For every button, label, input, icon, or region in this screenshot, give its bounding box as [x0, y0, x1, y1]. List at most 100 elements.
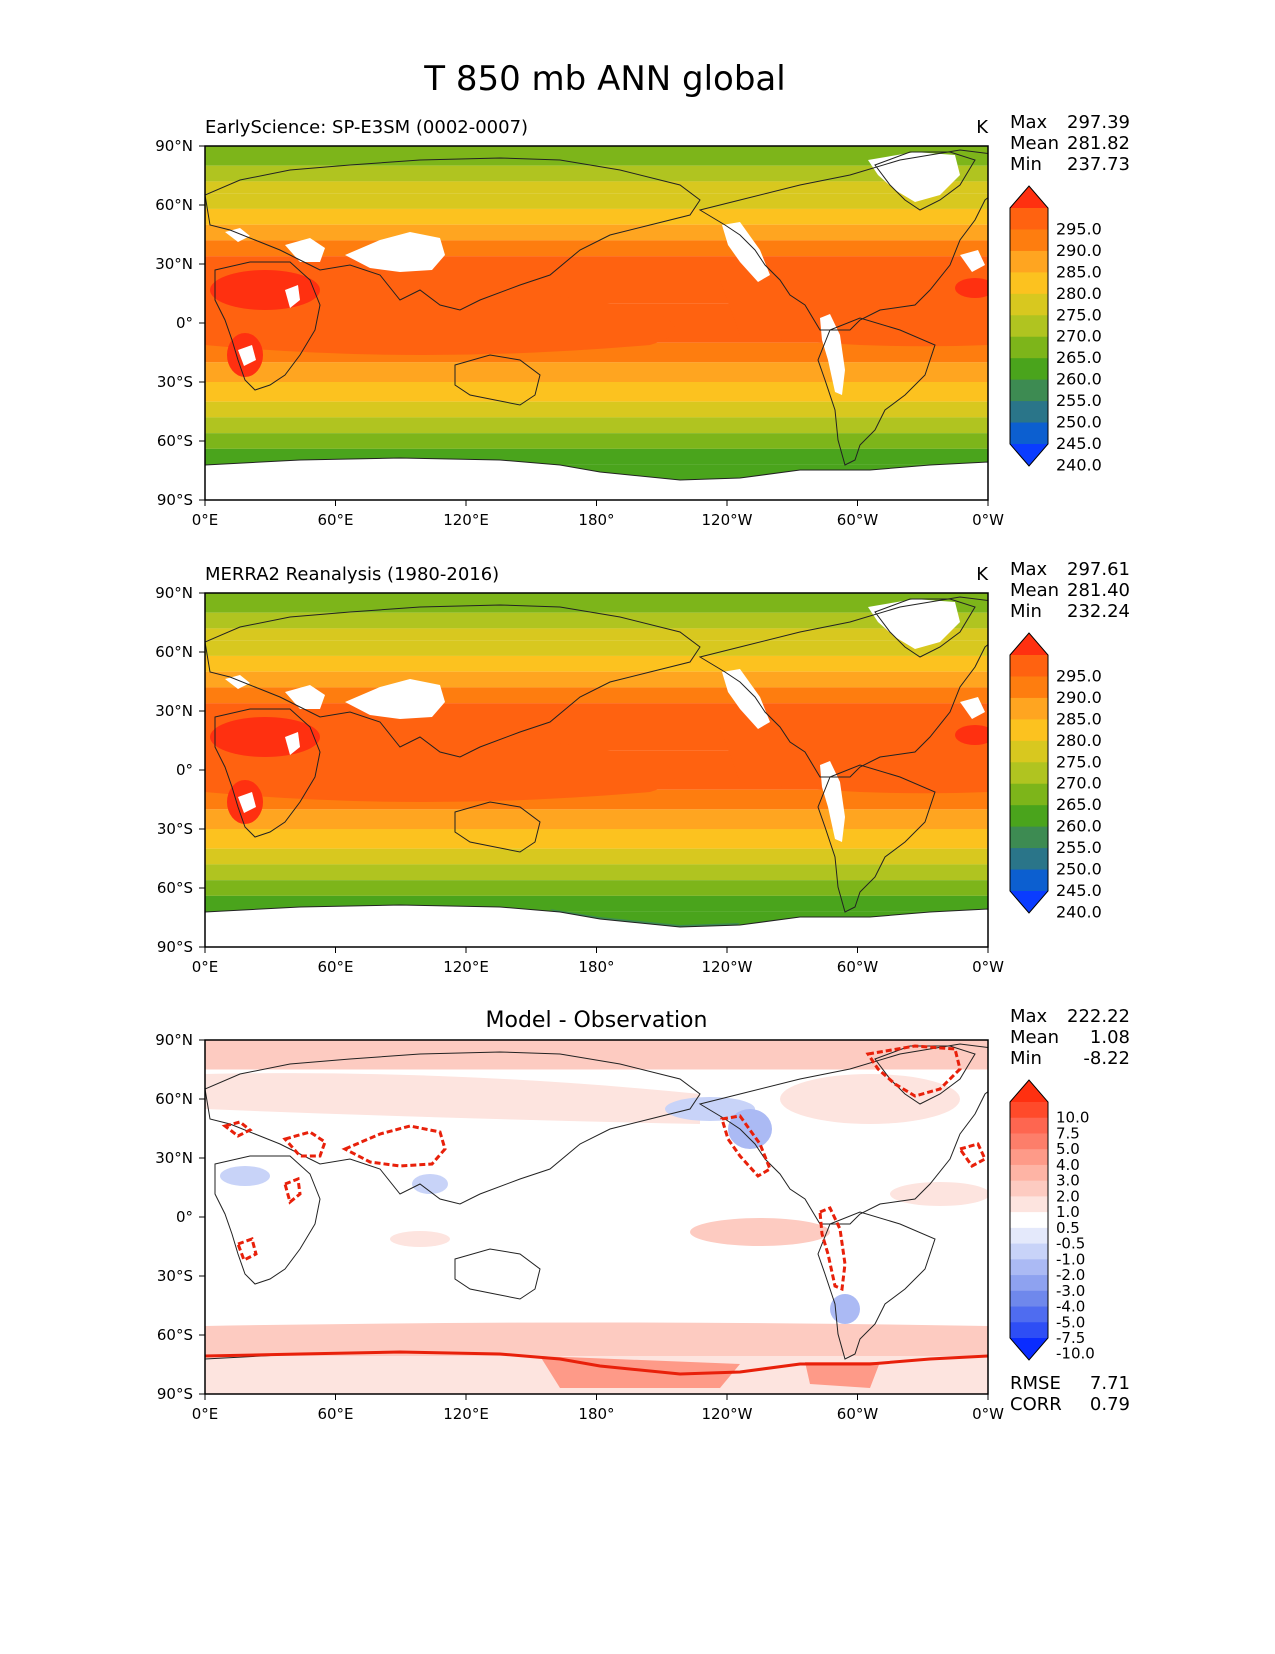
colorbar-tick-label: -4.0 — [1056, 1298, 1085, 1316]
colorbar-tick-label: 245.0 — [1056, 434, 1102, 453]
y-tick-label: 60°S — [157, 432, 193, 450]
colorbar-segment — [1010, 1212, 1048, 1229]
colorbar-tick-label: 250.0 — [1056, 860, 1102, 879]
stat-value: 281.82 — [1067, 133, 1130, 154]
masked-highland — [225, 228, 250, 242]
temperature-band — [205, 593, 988, 613]
stat-label: Mean — [1010, 1027, 1059, 1048]
masked-highland — [820, 314, 845, 395]
temperature-band — [205, 809, 988, 829]
x-tick-label: 60°W — [837, 958, 879, 976]
y-tick-label: 30°N — [155, 1149, 193, 1167]
y-tick-label: 30°N — [155, 702, 193, 720]
colorbar-tick-label: 295.0 — [1056, 666, 1102, 685]
temperature-band — [205, 433, 988, 449]
colorbar-tick-label: 280.0 — [1056, 284, 1102, 303]
coastline — [817, 1211, 936, 1360]
colorbar-tick-label: -2.0 — [1056, 1266, 1085, 1284]
colorbar-tick-label: 295.0 — [1056, 219, 1102, 238]
colorbar-segment — [1010, 805, 1048, 828]
bias-region — [205, 1322, 988, 1356]
metric-value: 0.79 — [1090, 1394, 1130, 1415]
colorbar-tick-label: 4.0 — [1056, 1156, 1080, 1174]
colorbar-segment — [1010, 250, 1048, 273]
colorbar-tick-label: 250.0 — [1056, 413, 1102, 432]
coastline — [874, 598, 976, 658]
colorbar-segment — [1010, 1196, 1048, 1213]
x-tick-label: 120°W — [702, 1405, 753, 1423]
hot-spot — [955, 725, 988, 745]
colorbar-tick-label: 0.5 — [1056, 1219, 1080, 1237]
x-tick-label: 0°E — [192, 1405, 219, 1423]
colorbar-extend-max — [1010, 1080, 1048, 1102]
hot-spot — [210, 270, 320, 310]
large-bias-contour — [341, 1124, 447, 1168]
x-tick-label: 180° — [578, 958, 614, 976]
masked-highland — [868, 599, 960, 649]
x-tick-label: 0°W — [972, 958, 1004, 976]
antarctic-coast-contour — [205, 1350, 988, 1376]
colorbar-segment — [1010, 315, 1048, 338]
colorbar-segment — [1010, 848, 1048, 871]
colorbar-tick-label: 7.5 — [1056, 1124, 1080, 1142]
coastline — [817, 764, 936, 913]
stat-value: 297.61 — [1067, 559, 1130, 580]
colorbar-extend-max — [1010, 633, 1048, 655]
colorbar-tick-label: -7.5 — [1056, 1329, 1085, 1347]
temperature-band — [205, 655, 988, 672]
masked-highland — [722, 669, 770, 729]
colorbar-tick-label: 255.0 — [1056, 391, 1102, 410]
x-tick-label: 0°E — [192, 958, 219, 976]
warm-tongue — [720, 727, 988, 794]
temperature-band — [205, 880, 988, 896]
colorbar-tick-label: 290.0 — [1056, 241, 1102, 260]
y-tick-label: 90°N — [155, 1031, 193, 1049]
colorbar-segment — [1010, 762, 1048, 785]
colorbar-tick-label: 285.0 — [1056, 709, 1102, 728]
colorbar-segment — [1010, 358, 1048, 381]
negative-bias-region — [728, 1109, 772, 1149]
colorbar-outline — [1009, 1079, 1049, 1361]
warm-tongue — [205, 280, 675, 355]
stat-value: 297.39 — [1067, 112, 1130, 133]
stat-value: 237.73 — [1067, 154, 1130, 175]
x-tick-label: 120°E — [443, 1405, 489, 1423]
y-tick-label: 60°N — [155, 196, 193, 214]
bias-region — [205, 1040, 988, 1070]
panel-units: K — [976, 117, 989, 138]
metric-label: RMSE — [1010, 1373, 1061, 1394]
stat-label: Max — [1010, 112, 1048, 133]
antarctica-masked — [205, 905, 988, 947]
colorbar-segment — [1010, 1102, 1048, 1119]
colorbar-outline — [1009, 185, 1049, 467]
colorbar-tick-label: 275.0 — [1056, 752, 1102, 771]
colorbar-segment — [1010, 740, 1048, 763]
coastline — [454, 801, 541, 853]
colorbar-tick-label: 260.0 — [1056, 370, 1102, 389]
negative-bias-region — [220, 1166, 270, 1186]
y-tick-label: 0° — [176, 314, 193, 332]
masked-highland — [238, 792, 256, 813]
temperature-band — [205, 362, 988, 382]
temperature-band — [205, 864, 988, 881]
y-tick-label: 0° — [176, 1208, 193, 1226]
x-tick-label: 60°E — [317, 511, 353, 529]
colorbar-segment — [1010, 272, 1048, 295]
panel-units: K — [976, 564, 989, 585]
x-tick-label: 120°W — [702, 958, 753, 976]
temperature-band — [205, 671, 988, 688]
warm-tongue — [205, 727, 675, 802]
metric-value: 7.71 — [1090, 1373, 1130, 1394]
stat-value: 232.24 — [1067, 601, 1130, 622]
stat-label: Max — [1010, 1006, 1048, 1027]
large-bias-contour — [865, 1044, 962, 1098]
colorbar-tick-label: 240.0 — [1056, 902, 1102, 921]
colorbar-tick-label: 245.0 — [1056, 881, 1102, 900]
colorbar-segment — [1010, 655, 1048, 677]
colorbar-tick-label: 10.0 — [1056, 1109, 1089, 1127]
bias-region — [690, 1218, 830, 1246]
coastline — [205, 157, 701, 311]
colorbar-tick-label: 2.0 — [1056, 1187, 1080, 1205]
colorbar-tick-label: 290.0 — [1056, 688, 1102, 707]
colorbar-tick-label: 280.0 — [1056, 731, 1102, 750]
